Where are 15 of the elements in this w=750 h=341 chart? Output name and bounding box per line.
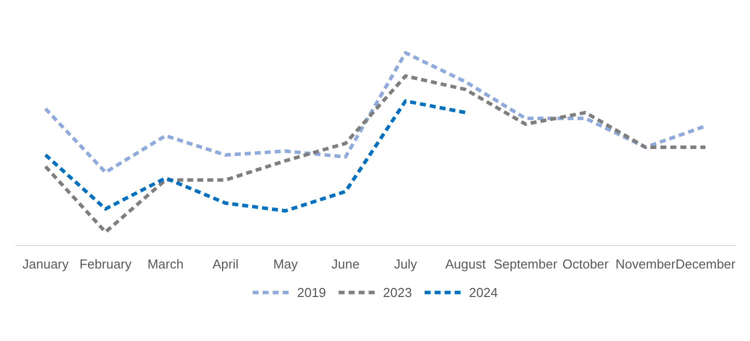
x-tick-label: January <box>22 256 70 272</box>
x-tick-label: May <box>273 256 298 272</box>
x-tick-label: December <box>676 256 736 272</box>
legend-label: 2023 <box>383 284 412 300</box>
x-tick-label: August <box>445 256 486 272</box>
x-tick-label: October <box>562 256 610 272</box>
legend-label: 2019 <box>297 284 326 300</box>
x-tick-label: September <box>494 256 558 272</box>
x-tick-label: November <box>616 256 676 272</box>
x-tick-label: February <box>79 256 132 272</box>
x-tick-label: June <box>331 256 360 272</box>
x-tick-label: April <box>212 256 239 272</box>
legend-label: 2024 <box>468 284 498 300</box>
x-tick-label: July <box>394 256 418 272</box>
x-tick-label: March <box>147 256 184 272</box>
